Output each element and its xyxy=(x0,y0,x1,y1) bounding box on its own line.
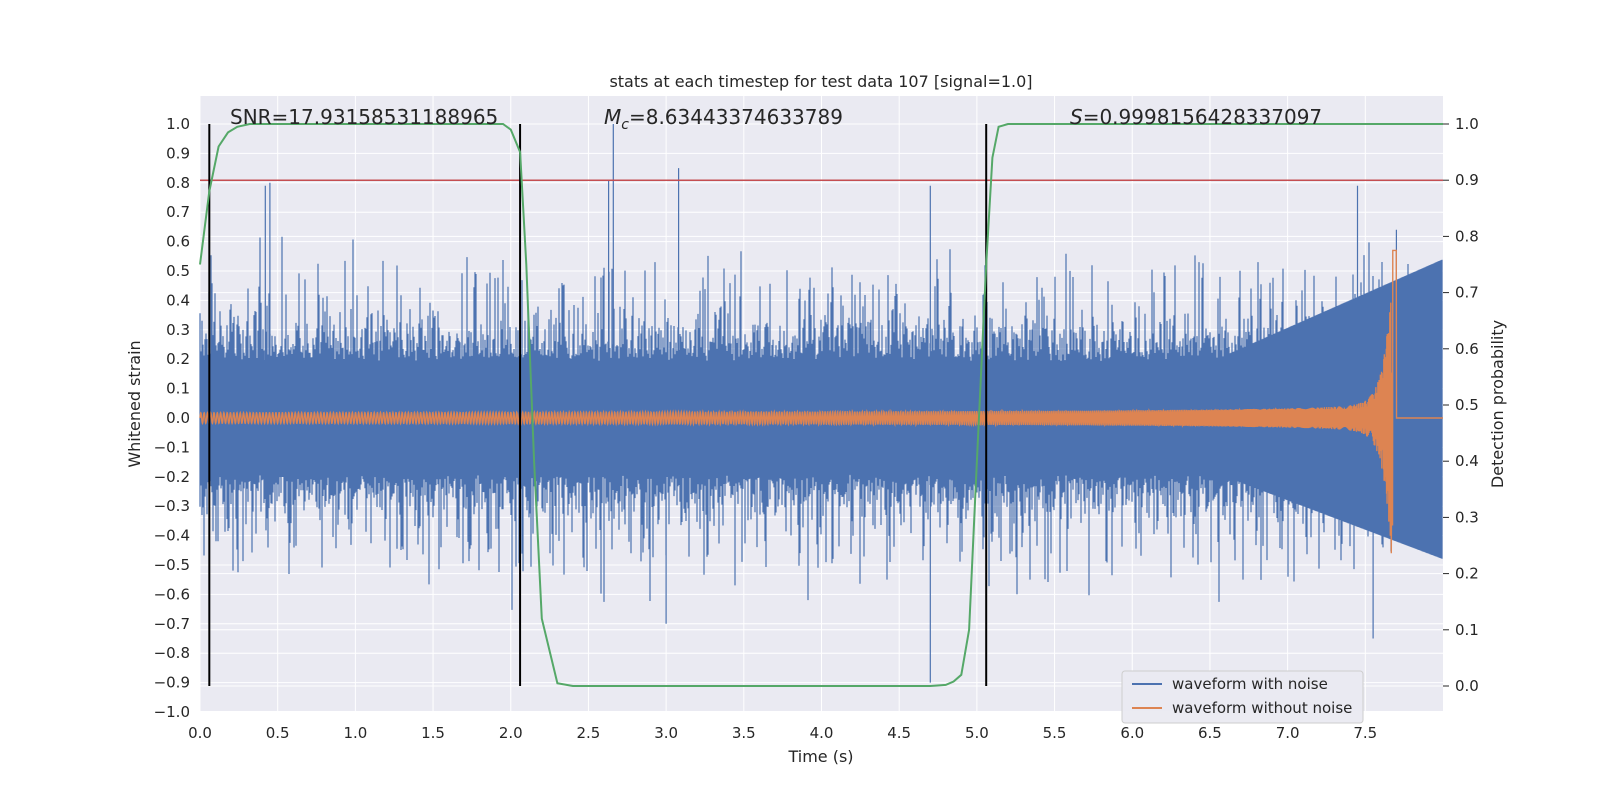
event-markers xyxy=(208,124,988,686)
chirp-mass-annotation: Mc=8.63443374633789 xyxy=(604,105,843,133)
x-tick-label: 6.0 xyxy=(1120,724,1144,742)
snr-annotation: SNR=17.93158531188965 xyxy=(230,105,498,129)
y2-tick-label: 1.0 xyxy=(1455,115,1479,133)
y-tick-label: 0.2 xyxy=(166,350,190,368)
y2-tick-label: 0.2 xyxy=(1455,565,1479,583)
y-tick-label: −0.4 xyxy=(154,527,190,545)
y-tick-label: 0.9 xyxy=(166,144,190,162)
x-tick-label: 5.5 xyxy=(1043,724,1067,742)
y2-tick-label: 0.0 xyxy=(1455,677,1479,695)
y-tick-label: 0.5 xyxy=(166,262,190,280)
legend-box xyxy=(1121,670,1364,724)
x-tick-label: 0.0 xyxy=(188,724,212,742)
y-tick-label: 1.0 xyxy=(166,115,190,133)
y-tick-label: −0.7 xyxy=(154,615,190,633)
y-tick-label: 0.4 xyxy=(166,291,190,309)
y2-tick-label: 0.6 xyxy=(1455,340,1479,358)
chirp-mass-subscript: c xyxy=(621,117,629,133)
legend: waveform with noise waveform without noi… xyxy=(1121,670,1364,724)
y-tick-label: −0.8 xyxy=(154,644,190,662)
chart-title: stats at each timestep for test data 107… xyxy=(609,72,1032,91)
y2-tick-label: 0.1 xyxy=(1455,621,1479,639)
x-tick-label: 4.0 xyxy=(810,724,834,742)
x-tick-label: 1.0 xyxy=(343,724,367,742)
x-tick-label: 2.5 xyxy=(577,724,601,742)
y2-tick-label: 0.9 xyxy=(1455,171,1479,189)
legend-label-clean: waveform without noise xyxy=(1172,699,1352,717)
y-tick-label: −1.0 xyxy=(154,703,190,721)
y-tick-label: −0.2 xyxy=(154,468,190,486)
y-tick-label: −0.6 xyxy=(154,585,190,603)
y2-tick-labels: 1.0 0.9 0.8 0.7 0.6 0.5 0.4 0.3 0.2 0.1 0.0 xyxy=(1455,115,1479,695)
series-waveform-without-noise xyxy=(199,249,1443,554)
x-tick-label: 5.0 xyxy=(965,724,989,742)
x-tick-label: 3.5 xyxy=(732,724,756,742)
score-symbol: S xyxy=(1070,105,1083,129)
x-tick-label: 7.5 xyxy=(1353,724,1377,742)
y-tick-label: −0.1 xyxy=(154,438,190,456)
x-tick-label: 6.5 xyxy=(1198,724,1222,742)
score-value: =0.9998156428337097 xyxy=(1083,105,1322,129)
y-tick-label: 0.8 xyxy=(166,174,190,192)
score-annotation: S=0.9998156428337097 xyxy=(1070,105,1322,129)
legend-label-noise: waveform with noise xyxy=(1172,675,1328,693)
x-tick-labels: 0.0 0.5 1.0 1.5 2.0 2.5 3.0 3.5 4.0 4.5 5.0 5.5 6.0 6… xyxy=(188,724,1377,742)
y2-tick-label: 0.8 xyxy=(1455,227,1479,245)
y2-axis-label: Detection probability xyxy=(1488,320,1507,488)
x-tick-label: 3.0 xyxy=(654,724,678,742)
y-tick-labels: 1.0 0.9 0.8 0.7 0.6 0.5 0.4 0.3 0.2 0.1 0.0 −0.1 −0.… xyxy=(154,115,190,721)
y2-tick-label: 0.4 xyxy=(1455,452,1479,470)
clean-trace xyxy=(199,249,1443,554)
y-tick-label: 0.7 xyxy=(166,203,190,221)
x-axis-label: Time (s) xyxy=(787,747,853,766)
probability-trace xyxy=(199,123,1443,687)
y-tick-label: 0.1 xyxy=(166,380,190,398)
chirp-mass-value: =8.63443374633789 xyxy=(629,105,843,129)
y-tick-label: 0.3 xyxy=(166,321,190,339)
y-tick-label: 0.0 xyxy=(166,409,190,427)
y2-tick-label: 0.7 xyxy=(1455,284,1479,302)
y2-tick-label: 0.5 xyxy=(1455,396,1479,414)
y-tick-label: 0.6 xyxy=(166,233,190,251)
y-tick-label: −0.3 xyxy=(154,497,190,515)
y2-tick-label: 0.3 xyxy=(1455,508,1479,526)
series-detection-probability xyxy=(199,123,1443,687)
chirp-mass-symbol: M xyxy=(604,105,621,129)
x-tick-label: 7.0 xyxy=(1276,724,1300,742)
x-tick-label: 0.5 xyxy=(266,724,290,742)
x-tick-label: 2.0 xyxy=(499,724,523,742)
y-tick-label: −0.9 xyxy=(154,674,190,692)
y-tick-label: −0.5 xyxy=(154,556,190,574)
y-axis-label: Whitened strain xyxy=(125,340,144,467)
x-tick-label: 4.5 xyxy=(887,724,911,742)
x-tick-label: 1.5 xyxy=(421,724,445,742)
